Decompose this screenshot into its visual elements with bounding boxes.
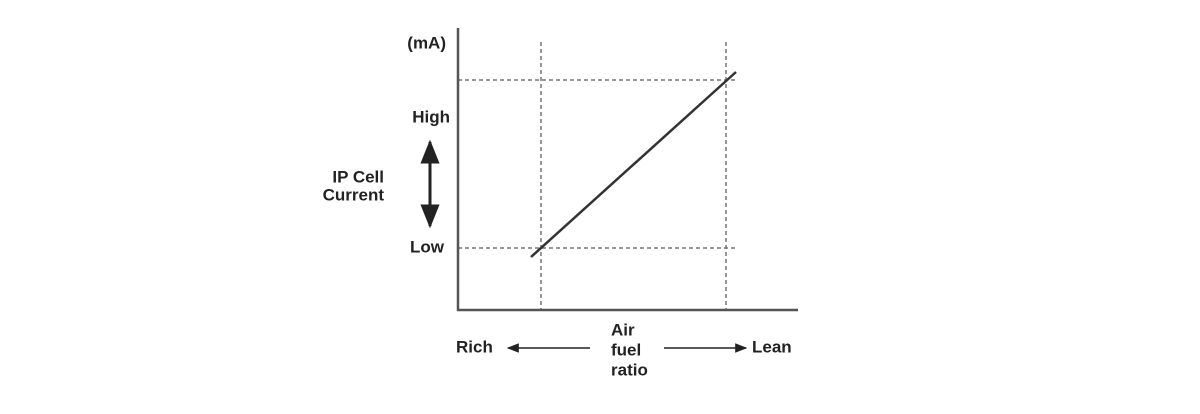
x-title-line: Air [611, 320, 635, 339]
low-label: Low [410, 237, 445, 256]
rich-label: Rich [456, 337, 493, 356]
y-title-line: Current [323, 185, 385, 204]
characteristic-line [530, 71, 737, 258]
x-title-line: ratio [611, 360, 648, 379]
unit-label: (mA) [407, 33, 446, 52]
x-title-line: fuel [611, 340, 641, 359]
y-title-line: IP Cell [332, 167, 384, 186]
high-label: High [412, 107, 450, 126]
lean-label: Lean [752, 337, 792, 356]
